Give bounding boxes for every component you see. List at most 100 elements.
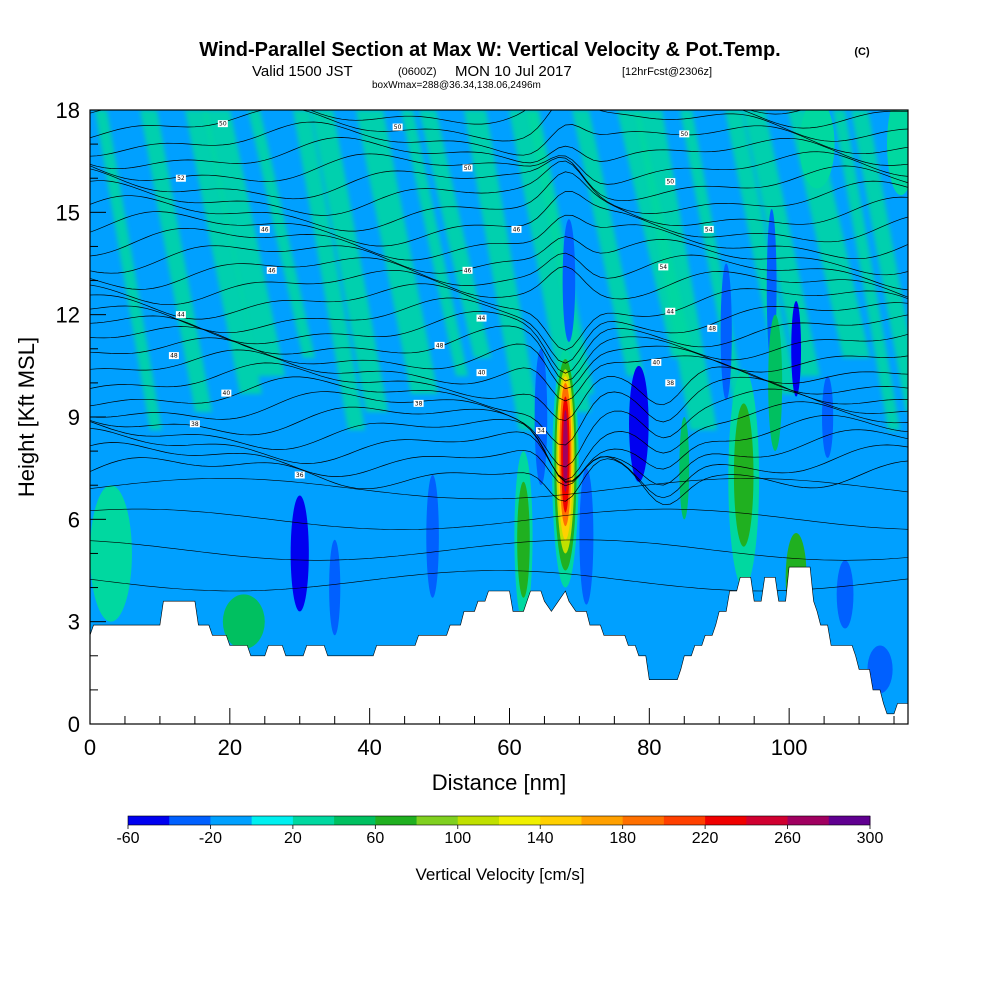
- colorbar-swatch: [663, 816, 706, 825]
- theta-contour: [90, 252, 908, 291]
- x-tick-label: 20: [218, 735, 242, 760]
- terrain-mask: [90, 566, 908, 724]
- theta-contour: [90, 151, 908, 185]
- theta-contour: [90, 427, 908, 486]
- y-tick-label: 3: [68, 610, 80, 635]
- contour-labels: 50 50 50 52 50 50 46 46 54 46 46 54 44 44 44 48 48 48 40 40…: [168, 120, 718, 479]
- x-axis-label: Distance [nm]: [432, 770, 567, 795]
- contour-label: 50: [462, 164, 473, 172]
- contour-label: 50: [392, 123, 403, 131]
- contour-label: 44: [665, 307, 676, 315]
- velocity-region: [579, 468, 594, 605]
- theta-contour: [90, 157, 908, 202]
- colorbar-swatch: [499, 816, 541, 825]
- svg-text:44: 44: [478, 315, 486, 322]
- contour-label: 50: [665, 178, 676, 186]
- svg-text:34: 34: [537, 428, 545, 435]
- svg-text:50: 50: [394, 124, 402, 131]
- theta-contour: [748, 110, 803, 115]
- colorbar-swatch: [828, 816, 871, 825]
- velocity-region: [836, 560, 854, 629]
- y-tick-label: 9: [68, 405, 80, 430]
- theta-contour: [90, 539, 908, 561]
- svg-text:36: 36: [296, 472, 304, 479]
- theta-contour: [90, 191, 908, 247]
- x-tick-label: 80: [637, 735, 661, 760]
- colorbar-swatch: [375, 816, 418, 825]
- contour-label: 40: [651, 358, 662, 366]
- colorbar-swatch: [416, 816, 459, 825]
- contour-label: 54: [703, 225, 714, 233]
- x-tick-label: 0: [84, 735, 96, 760]
- velocity-streak: [401, 110, 468, 376]
- theta-contour: [90, 266, 908, 306]
- box-wmax-info: boxWmax=288@36.34,138.06,2496m: [372, 80, 541, 91]
- colorbar-swatch: [746, 816, 789, 825]
- svg-text:50: 50: [464, 165, 472, 172]
- svg-text:46: 46: [261, 226, 269, 233]
- svg-text:50: 50: [219, 121, 227, 128]
- colorbar-swatch: [787, 816, 830, 825]
- theta-contour: [90, 311, 908, 374]
- velocity-streak: [185, 110, 262, 394]
- velocity-region: [629, 365, 649, 482]
- colorbar-swatch: [210, 816, 253, 825]
- theta-contour: [90, 442, 908, 499]
- contour-label: 44: [175, 311, 186, 319]
- colorbar-swatch: [169, 816, 211, 825]
- svg-text:46: 46: [464, 267, 472, 274]
- contour-label: 44: [476, 314, 487, 322]
- contour-label: 46: [266, 266, 277, 274]
- theta-contour: [90, 376, 908, 446]
- theta-contour: [90, 362, 908, 421]
- theta-contour: [90, 171, 908, 232]
- svg-text:50: 50: [666, 179, 674, 186]
- valid-time-zulu: (0600Z): [398, 66, 437, 78]
- contour-label: 54: [658, 263, 669, 271]
- theta-contour: [90, 388, 908, 468]
- y-axis-label: Height [Kft MSL]: [14, 337, 39, 497]
- velocity-region: [799, 110, 835, 189]
- svg-text:50: 50: [680, 131, 688, 138]
- contour-label: 40: [221, 389, 232, 397]
- velocity-region: [562, 219, 576, 342]
- chart-title: Wind-Parallel Section at Max W: Vertical…: [199, 39, 780, 61]
- colorbar-swatch: [622, 816, 665, 825]
- svg-text:40: 40: [223, 390, 231, 397]
- contour-label: 48: [168, 352, 179, 360]
- theta-contour: [90, 283, 908, 351]
- contour-label: 38: [189, 420, 200, 428]
- theta-contour: [90, 121, 908, 157]
- contour-label: 50: [679, 130, 690, 138]
- theta-contour: [90, 297, 908, 364]
- theta-contour: [90, 325, 908, 382]
- y-tick-label: 0: [68, 712, 80, 737]
- velocity-streak: [95, 110, 162, 430]
- colorbar: -60 -20 20 60 100 140 180 220 260 300: [116, 815, 883, 847]
- velocity-region: [517, 481, 530, 598]
- colorbar-swatch: [581, 816, 624, 825]
- y-tick-label: 6: [68, 507, 80, 532]
- velocity-region: [679, 417, 690, 520]
- x-axis: 0 20 40 60 80 100: [84, 708, 895, 760]
- velocity-region: [887, 110, 908, 196]
- colorbar-swatch: [705, 816, 747, 825]
- valid-date: MON 10 Jul 2017: [455, 63, 572, 80]
- colorbar-swatch: [334, 816, 376, 825]
- x-tick-label: 100: [771, 735, 808, 760]
- velocity-streak: [248, 110, 315, 358]
- valid-time-line: Valid 1500 JST (0600Z) MON 10 Jul 2017 […: [252, 63, 712, 80]
- velocity-region: [822, 376, 834, 458]
- colorbar-title: Vertical Velocity [cm/s]: [415, 865, 584, 884]
- svg-text:48: 48: [170, 353, 178, 360]
- velocity-streak: [635, 110, 717, 430]
- contour-label: 36: [294, 471, 305, 479]
- velocity-streak: [725, 110, 797, 394]
- svg-text:54: 54: [659, 264, 667, 271]
- velocity-region: [720, 263, 732, 400]
- contour-label: 46: [462, 266, 473, 274]
- velocity-streak: [851, 110, 908, 412]
- colorbar-tick-label: -20: [199, 830, 222, 847]
- theta-contour: [90, 236, 908, 276]
